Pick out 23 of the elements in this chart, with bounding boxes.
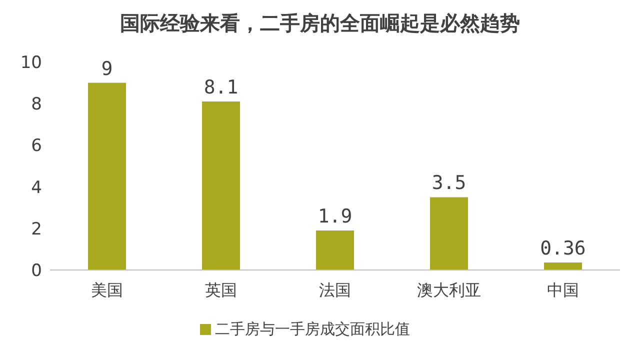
y-tick-label: 0 <box>31 261 42 282</box>
data-label: 0.36 <box>540 238 586 260</box>
x-tick-label: 澳大利亚 <box>417 280 481 300</box>
y-tick-label: 2 <box>31 219 42 240</box>
bar <box>430 197 468 270</box>
x-tick-label: 美国 <box>91 280 123 300</box>
bar <box>544 262 582 270</box>
x-tick-label: 法国 <box>319 280 351 300</box>
chart-title: 国际经验来看，二手房的全面崛起是必然趋势 <box>119 10 521 37</box>
y-tick-label: 4 <box>31 178 42 198</box>
bar <box>202 102 240 270</box>
data-label: 9 <box>101 58 113 80</box>
x-tick-label: 英国 <box>205 280 237 300</box>
data-label: 1.9 <box>318 205 352 228</box>
y-tick-label: 10 <box>20 53 42 74</box>
x-tick-label: 中国 <box>547 280 579 300</box>
bar <box>316 230 354 270</box>
data-label: 8.1 <box>204 76 238 99</box>
legend-label: 二手房与一手房成交面积比值 <box>215 320 410 338</box>
y-tick-label: 6 <box>31 136 42 156</box>
data-label: 3.5 <box>432 172 466 194</box>
y-tick-label: 8 <box>31 94 42 115</box>
bar <box>88 82 126 270</box>
